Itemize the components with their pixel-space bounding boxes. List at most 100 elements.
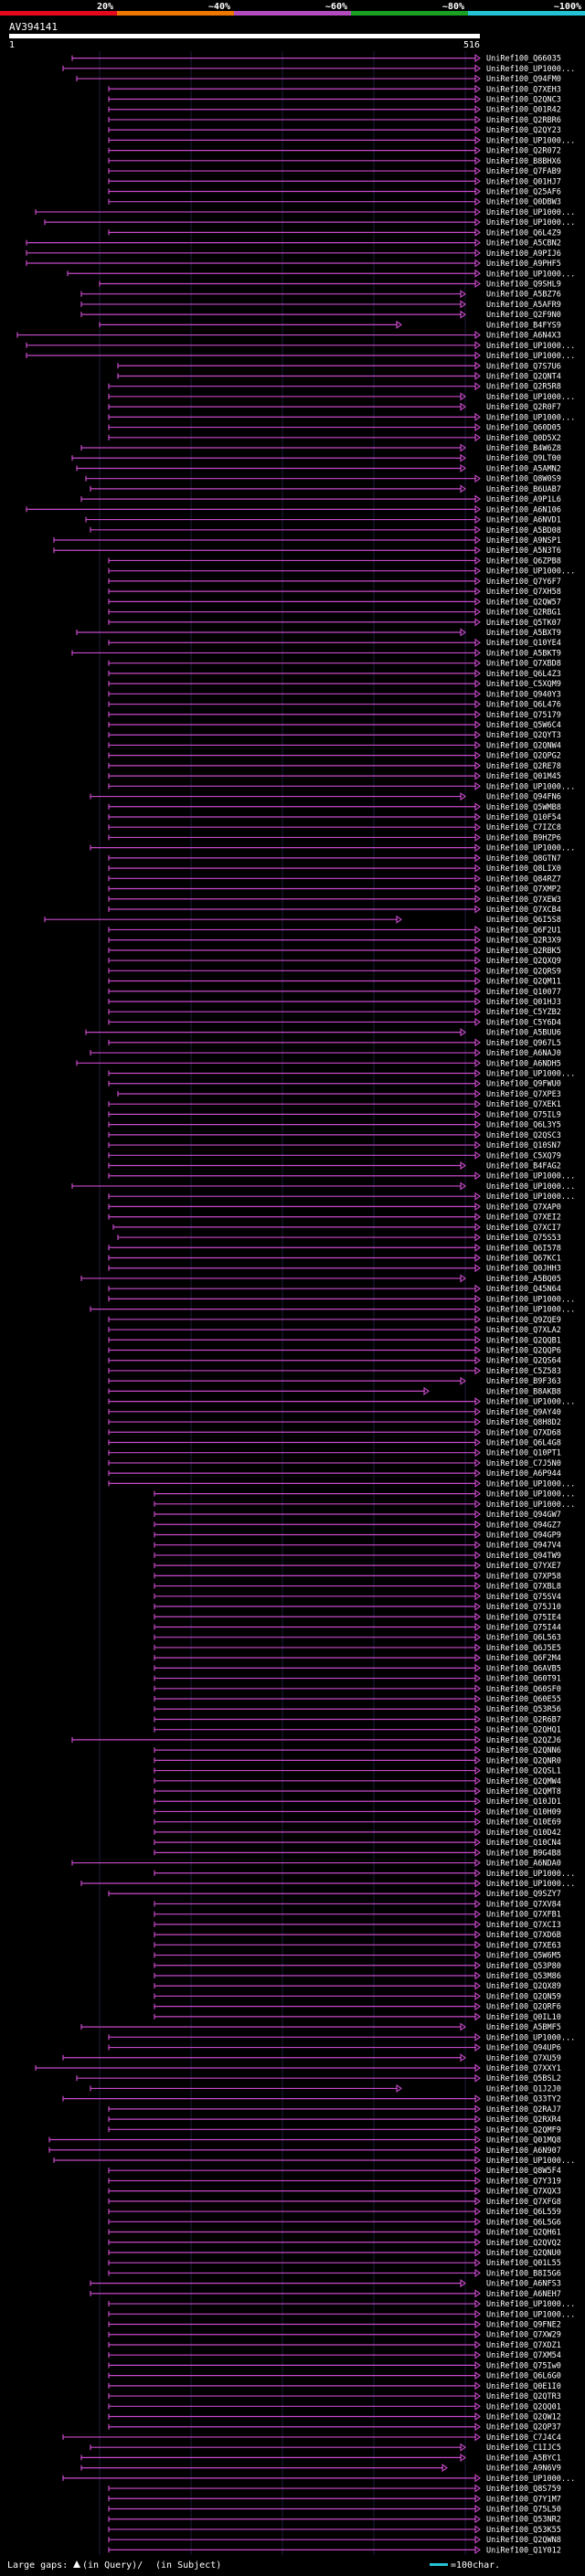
hit-row[interactable]: UniRef100_Q2QX89 [154,1981,561,1991]
hit-label[interactable]: UniRef100_UP1000... [486,1070,575,1079]
hit-row[interactable]: UniRef100_B8I5G6 [108,2268,561,2278]
hit-row[interactable]: UniRef100_UP1000... [154,1500,575,1510]
hit-label[interactable]: UniRef100_Q94GP9 [486,1531,561,1540]
hit-label[interactable]: UniRef100_Q9SZY7 [486,1890,561,1899]
hit-label[interactable]: UniRef100_Q7XCI3 [486,1921,561,1930]
hit-label[interactable]: UniRef100_Q6L6G0 [486,2372,561,2381]
hit-row[interactable]: UniRef100_Q60SF0 [154,1684,561,1694]
hit-label[interactable]: UniRef100_Q2QNU0 [486,2249,561,2258]
hit-row[interactable]: UniRef100_Q7FAB9 [108,166,561,176]
hit-label[interactable]: UniRef100_Q7XM54 [486,2351,561,2360]
hit-label[interactable]: UniRef100_C5YZB2 [486,1008,561,1017]
hit-label[interactable]: UniRef100_Q6AVB5 [486,1664,561,1673]
hit-label[interactable]: UniRef100_Q6L476 [486,701,561,710]
hit-row[interactable]: UniRef100_Q7XCI3 [154,1920,561,1930]
hit-label[interactable]: UniRef100_Q10F54 [486,813,561,822]
hit-label[interactable]: UniRef100_Q94FM0 [486,75,561,84]
hit-label[interactable]: UniRef100_C7J5N0 [486,1459,561,1468]
hit-label[interactable]: UniRef100_Q2QXQ9 [486,957,561,966]
hit-label[interactable]: UniRef100_Q7Y319 [486,2177,561,2186]
hit-row[interactable]: UniRef100_UP1000... [108,2032,575,2042]
hit-row[interactable]: UniRef100_Q7Y1M7 [108,2494,561,2504]
hit-row[interactable]: UniRef100_Q2QNU0 [108,2248,561,2258]
hit-label[interactable]: UniRef100_UP1000... [486,65,575,74]
hit-label[interactable]: UniRef100_Q2QZJ6 [486,1736,561,1745]
hit-row[interactable]: UniRef100_UP1000... [26,341,575,351]
hit-row[interactable]: UniRef100_A5BZ76 [80,290,561,300]
hit-row[interactable]: UniRef100_B4W6Z8 [80,443,561,453]
hit-row[interactable]: UniRef100_Q7XFG8 [108,2197,561,2207]
hit-row[interactable]: UniRef100_Q94UP6 [108,2042,561,2053]
hit-row[interactable]: UniRef100_Q10H09 [154,1807,561,1817]
hit-row[interactable]: UniRef100_Q6L476 [108,699,561,710]
hit-label[interactable]: UniRef100_Q2QP37 [486,2423,561,2433]
hit-row[interactable]: UniRef100_B8BHX6 [108,156,561,166]
hit-label[interactable]: UniRef100_Q7FAB9 [486,167,561,176]
hit-label[interactable]: UniRef100_Q2QTR3 [486,2392,561,2401]
hit-row[interactable]: UniRef100_Q7XCI7 [112,1223,561,1233]
hit-label[interactable]: UniRef100_C5XQ79 [486,1151,561,1161]
hit-row[interactable]: UniRef100_Q7XCB4 [108,905,561,915]
hit-row[interactable]: UniRef100_Q2RBG1 [108,608,561,618]
hit-label[interactable]: UniRef100_UP1000... [486,393,575,402]
hit-row[interactable]: UniRef100_C1IJC5 [90,2443,561,2453]
hit-row[interactable]: UniRef100_Q9SZY7 [108,1889,561,1899]
hit-label[interactable]: UniRef100_Q84RZ7 [486,875,561,884]
hit-row[interactable]: UniRef100_A6NEH7 [90,2289,561,2299]
hit-row[interactable]: UniRef100_B9G4B8 [154,1848,561,1858]
hit-row[interactable]: UniRef100_Q7XXY1 [35,2063,561,2073]
hit-row[interactable]: UniRef100_Q7XQX3 [108,2187,561,2197]
hit-row[interactable]: UniRef100_A5BMF5 [80,2022,561,2032]
hit-label[interactable]: UniRef100_Q10CN4 [486,1839,561,1848]
hit-row[interactable]: UniRef100_Q7XM54 [108,2350,561,2360]
hit-label[interactable]: UniRef100_B9F363 [486,1377,561,1386]
hit-row[interactable]: UniRef100_Q10JD1 [154,1797,561,1807]
hit-label[interactable]: UniRef100_Q2RBK5 [486,947,561,956]
hit-label[interactable]: UniRef100_Q7XFB1 [486,1911,561,1920]
hit-label[interactable]: UniRef100_Q25AF6 [486,187,561,196]
hit-label[interactable]: UniRef100_UP1000... [486,1295,575,1304]
hit-label[interactable]: UniRef100_Q7XPE3 [486,1090,561,1099]
hit-label[interactable]: UniRef100_Q6ZPB8 [486,557,561,566]
hit-row[interactable]: UniRef100_A5BKT9 [71,648,561,658]
hit-row[interactable]: UniRef100_Q2QRF6 [154,2002,561,2012]
hit-label[interactable]: UniRef100_Q75Iw0 [486,2361,561,2370]
hit-label[interactable]: UniRef100_A5BQ05 [486,1275,561,1284]
hit-row[interactable]: UniRef100_A6N106 [26,504,561,514]
hit-label[interactable]: UniRef100_A5BXT9 [486,629,561,638]
hit-label[interactable]: UniRef100_Q8H8D2 [486,1418,561,1427]
hit-row[interactable]: UniRef100_Q0E1I0 [108,2381,561,2391]
hit-label[interactable]: UniRef100_Q10077 [486,988,561,997]
hit-label[interactable]: UniRef100_Q2R072 [486,147,561,156]
hit-label[interactable]: UniRef100_Q10E69 [486,1818,561,1828]
hit-row[interactable]: UniRef100_Q01MQ8 [48,2135,561,2146]
hit-row[interactable]: UniRef100_Q2QTR3 [108,2391,561,2401]
hit-row[interactable]: UniRef100_Q6I5S8 [44,915,561,925]
hit-label[interactable]: UniRef100_Q7XDZ1 [486,2341,561,2350]
hit-label[interactable]: UniRef100_B8BHX6 [486,157,561,166]
hit-row[interactable]: UniRef100_Q01R42 [108,105,561,115]
hit-label[interactable]: UniRef100_A9N6V9 [486,2465,561,2474]
hit-label[interactable]: UniRef100_A9P1L6 [486,495,561,504]
hit-row[interactable]: UniRef100_Q9SHL9 [99,279,561,289]
hit-row[interactable]: UniRef100_Q6L563 [154,1633,561,1643]
hit-row[interactable]: UniRef100_Q0D5X2 [108,433,561,443]
hit-label[interactable]: UniRef100_Q45N64 [486,1285,561,1294]
hit-label[interactable]: UniRef100_UP1000... [486,1490,575,1500]
hit-label[interactable]: UniRef100_Q2QY23 [486,126,561,135]
hit-row[interactable]: UniRef100_Q0IL10 [154,2012,561,2022]
hit-label[interactable]: UniRef100_Q7XCB4 [486,906,561,915]
hit-label[interactable]: UniRef100_Q7XEH3 [486,85,561,94]
hit-row[interactable]: UniRef100_Q53K55 [108,2525,561,2535]
hit-row[interactable]: UniRef100_B4FAG2 [108,1161,561,1171]
hit-row[interactable]: UniRef100_Q9FWU0 [108,1079,561,1089]
hit-label[interactable]: UniRef100_Q7XBL8 [486,1583,561,1592]
hit-row[interactable]: UniRef100_UP1000... [108,392,575,402]
hit-label[interactable]: UniRef100_UP1000... [486,208,575,217]
hit-label[interactable]: UniRef100_Q7XMP2 [486,885,561,895]
hit-row[interactable]: UniRef100_A6NVD1 [85,515,561,525]
hit-row[interactable]: UniRef100_A5BD08 [90,525,561,535]
hit-label[interactable]: UniRef100_C5Z583 [486,1367,561,1376]
hit-row[interactable]: UniRef100_Q7XP58 [154,1571,561,1581]
hit-label[interactable]: UniRef100_Q5BSL2 [486,2074,561,2083]
